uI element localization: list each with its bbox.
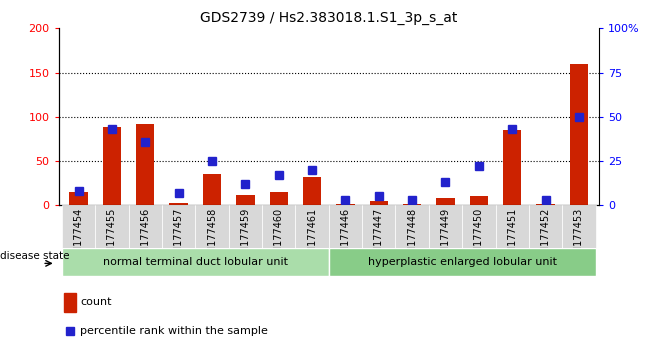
Bar bbox=[469, 196, 488, 205]
Text: GSM177454: GSM177454 bbox=[74, 207, 83, 267]
Bar bbox=[129, 205, 162, 248]
Text: GSM177457: GSM177457 bbox=[174, 207, 184, 267]
Bar bbox=[229, 205, 262, 248]
Bar bbox=[436, 198, 454, 205]
Text: GSM177450: GSM177450 bbox=[474, 207, 484, 267]
Bar bbox=[62, 248, 329, 276]
Bar bbox=[270, 192, 288, 205]
Bar bbox=[529, 205, 562, 248]
Bar bbox=[103, 127, 121, 205]
Bar bbox=[136, 124, 154, 205]
Text: GSM177447: GSM177447 bbox=[374, 207, 384, 267]
Bar bbox=[570, 64, 588, 205]
Text: GSM177449: GSM177449 bbox=[441, 207, 450, 267]
Bar bbox=[195, 205, 229, 248]
Bar bbox=[337, 204, 355, 205]
Bar bbox=[429, 205, 462, 248]
Bar bbox=[203, 175, 221, 205]
Bar bbox=[262, 205, 296, 248]
Bar bbox=[536, 204, 555, 205]
Bar bbox=[296, 205, 329, 248]
Bar bbox=[503, 130, 521, 205]
Text: GSM177451: GSM177451 bbox=[507, 207, 517, 267]
Bar bbox=[562, 205, 596, 248]
Text: GSM177460: GSM177460 bbox=[273, 207, 284, 267]
Text: GSM177446: GSM177446 bbox=[340, 207, 350, 267]
Text: GSM177453: GSM177453 bbox=[574, 207, 584, 267]
Bar bbox=[395, 205, 429, 248]
Text: GSM177455: GSM177455 bbox=[107, 207, 117, 267]
Text: GSM177456: GSM177456 bbox=[141, 207, 150, 267]
Bar bbox=[169, 202, 188, 205]
Bar bbox=[95, 205, 129, 248]
Bar bbox=[495, 205, 529, 248]
Text: hyperplastic enlarged lobular unit: hyperplastic enlarged lobular unit bbox=[368, 257, 557, 267]
Text: GSM177458: GSM177458 bbox=[207, 207, 217, 267]
Bar bbox=[62, 205, 95, 248]
Bar bbox=[403, 204, 421, 205]
Bar bbox=[236, 195, 255, 205]
Text: GSM177461: GSM177461 bbox=[307, 207, 317, 267]
Text: GSM177459: GSM177459 bbox=[240, 207, 251, 267]
Bar bbox=[64, 293, 76, 312]
Bar bbox=[370, 201, 388, 205]
Text: normal terminal duct lobular unit: normal terminal duct lobular unit bbox=[103, 257, 288, 267]
Bar bbox=[362, 205, 395, 248]
Bar bbox=[162, 205, 195, 248]
Bar bbox=[70, 192, 88, 205]
Text: disease state: disease state bbox=[0, 251, 70, 261]
Title: GDS2739 / Hs2.383018.1.S1_3p_s_at: GDS2739 / Hs2.383018.1.S1_3p_s_at bbox=[200, 11, 458, 24]
Bar bbox=[329, 205, 362, 248]
Text: GSM177452: GSM177452 bbox=[540, 207, 551, 267]
Bar bbox=[462, 205, 495, 248]
Text: percentile rank within the sample: percentile rank within the sample bbox=[80, 326, 268, 336]
Bar bbox=[303, 177, 321, 205]
Text: GSM177448: GSM177448 bbox=[407, 207, 417, 267]
Bar bbox=[329, 248, 596, 276]
Text: count: count bbox=[80, 297, 112, 307]
